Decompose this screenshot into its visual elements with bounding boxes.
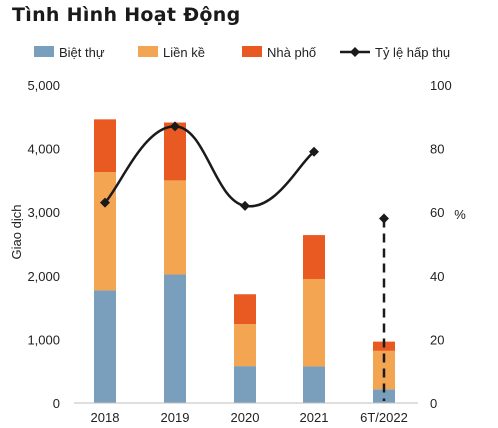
bar-segment — [94, 119, 116, 173]
x-tick-label: 2021 — [300, 410, 329, 425]
x-axis-ticks: 2018 2019 2020 2021 6T/2022 — [91, 410, 408, 425]
legend-label: Tỷ lệ hấp thụ — [375, 45, 450, 60]
x-tick-label: 2018 — [91, 410, 120, 425]
y-tick-label: 4,000 — [27, 142, 60, 157]
bar-segment — [234, 324, 256, 367]
absorption-point-marker — [100, 197, 110, 208]
legend-swatch — [138, 46, 158, 57]
bar-segment — [234, 294, 256, 325]
y-axis-label: Giao dịch — [9, 205, 24, 260]
bar-segment — [164, 122, 186, 181]
y-axis-ticks: 0 1,000 2,000 3,000 4,000 5,000 — [27, 78, 60, 411]
legend-swatch — [34, 46, 54, 57]
y2-tick-label: 20 — [430, 332, 444, 347]
x-tick-label: 6T/2022 — [360, 410, 408, 425]
legend-label: Nhà phố — [267, 45, 316, 60]
legend-swatch — [242, 46, 262, 57]
y2-tick-label: 0 — [430, 396, 437, 411]
bar-segment — [94, 172, 116, 291]
absorption-point-marker — [240, 200, 250, 211]
y-tick-label: 2,000 — [27, 269, 60, 284]
absorption-point-marker — [309, 146, 319, 157]
legend-label: Liền kề — [163, 45, 205, 60]
absorption-point-marker — [170, 121, 180, 132]
x-tick-label: 2019 — [161, 410, 190, 425]
legend: Biệt thự Liền kề Nhà phố Tỷ lệ hấp thụ — [34, 45, 450, 60]
y-tick-label: 3,000 — [27, 205, 60, 220]
bar-segment — [94, 290, 116, 403]
y2-tick-label: 40 — [430, 269, 444, 284]
legend-marker — [350, 47, 360, 57]
chart-title: Tình Hình Hoạt Động — [12, 4, 241, 26]
y2-tick-label: 100 — [430, 78, 452, 93]
y-tick-label: 0 — [53, 396, 60, 411]
absorption-point-marker — [379, 213, 389, 224]
y-tick-label: 1,000 — [27, 332, 60, 347]
absorption-line — [104, 125, 315, 208]
bars — [94, 119, 395, 403]
bar-segment — [303, 366, 325, 403]
y2-axis-label: % — [454, 207, 466, 222]
bar-segment — [234, 366, 256, 403]
bar-segment — [164, 180, 186, 275]
y2-axis-ticks: 0 20 40 60 80 100 — [430, 78, 452, 411]
y-tick-label: 5,000 — [27, 78, 60, 93]
bar-segment — [373, 389, 395, 403]
bar-segment — [164, 274, 186, 403]
bar-segment — [303, 235, 325, 279]
x-tick-label: 2020 — [231, 410, 260, 425]
bar-segment — [303, 278, 325, 367]
legend-label: Biệt thự — [59, 45, 105, 60]
y2-tick-label: 80 — [430, 142, 444, 157]
absorption-line-layer — [100, 121, 389, 401]
y2-tick-label: 60 — [430, 205, 444, 220]
